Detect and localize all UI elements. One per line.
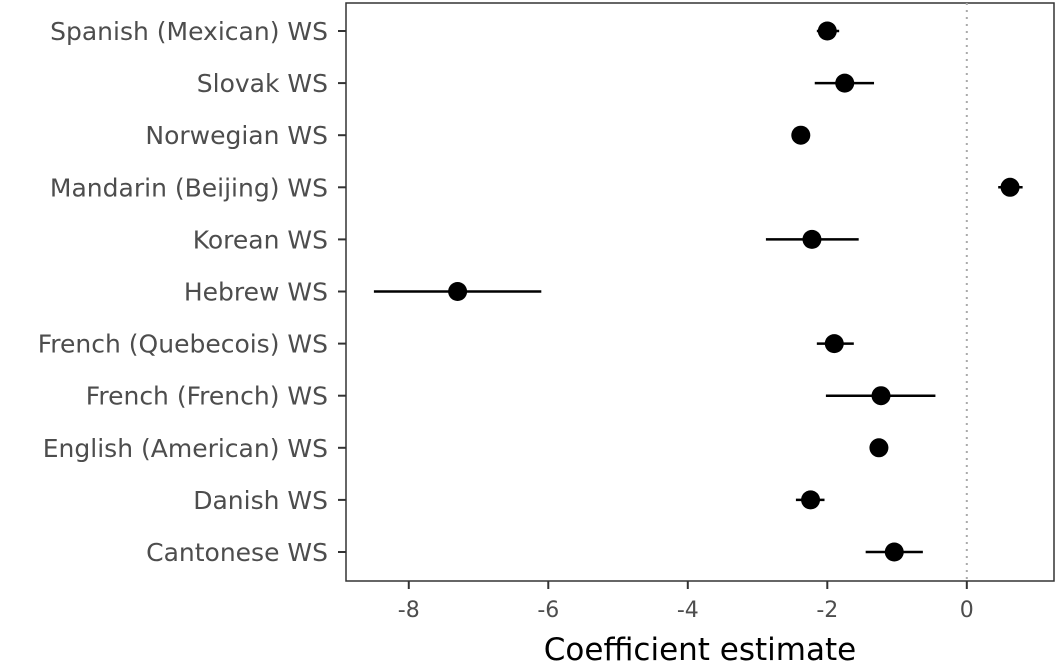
x-tick-label: -2 [816, 598, 838, 623]
estimate-point [824, 334, 844, 354]
estimate-point [817, 21, 837, 41]
y-tick-label: Norwegian WS [145, 121, 328, 150]
estimate-point [871, 386, 891, 406]
y-tick-label: English (American) WS [43, 434, 328, 463]
estimate-point [791, 125, 811, 145]
estimate-point [884, 542, 904, 562]
x-tick-label: -4 [677, 598, 699, 623]
estimate-point [1000, 177, 1020, 197]
y-tick-label: Cantonese WS [146, 538, 328, 567]
x-axis-title: Coefficient estimate [544, 632, 856, 668]
estimate-point [801, 490, 821, 510]
y-axis: Spanish (Mexican) WS Slovak WS Norwegian W… [38, 17, 346, 567]
y-tick-label: Danish WS [193, 486, 328, 515]
x-tick-label: 0 [960, 598, 974, 623]
y-tick-label: Mandarin (Beijing) WS [50, 173, 328, 202]
y-tick-label: Hebrew WS [184, 278, 328, 307]
x-tick-label: -6 [537, 598, 559, 623]
data-marks [373, 21, 1023, 562]
estimate-point [448, 282, 468, 301]
y-tick-label: Spanish (Mexican) WS [50, 17, 328, 46]
y-tick-label: Korean WS [193, 225, 328, 254]
x-tick-label: -8 [398, 598, 420, 623]
x-axis: -8 -6 -4 -2 0 [398, 581, 974, 623]
y-tick-label: French (French) WS [86, 382, 328, 411]
y-tick-label: Slovak WS [197, 69, 328, 98]
estimate-point [802, 229, 822, 249]
estimate-point [869, 438, 889, 458]
y-tick-label: French (Quebecois) WS [38, 330, 328, 359]
estimate-point [835, 73, 855, 93]
